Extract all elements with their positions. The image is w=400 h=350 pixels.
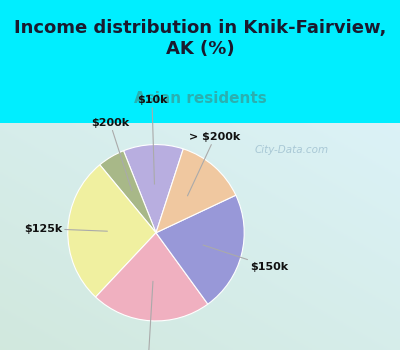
Text: $40k: $40k — [133, 281, 163, 350]
Text: City-Data.com: City-Data.com — [255, 145, 329, 155]
Wedge shape — [100, 151, 156, 233]
Text: $150k: $150k — [203, 245, 288, 272]
Wedge shape — [96, 233, 208, 321]
Text: $10k: $10k — [137, 95, 167, 184]
Text: $125k: $125k — [24, 224, 107, 233]
Text: Income distribution in Knik-Fairview,
AK (%): Income distribution in Knik-Fairview, AK… — [14, 19, 386, 58]
Text: $200k: $200k — [91, 118, 132, 191]
Wedge shape — [124, 145, 183, 233]
Text: Asian residents: Asian residents — [134, 91, 266, 106]
Text: > $200k: > $200k — [188, 132, 240, 196]
Wedge shape — [156, 149, 236, 233]
Wedge shape — [156, 195, 244, 304]
Wedge shape — [68, 165, 156, 297]
